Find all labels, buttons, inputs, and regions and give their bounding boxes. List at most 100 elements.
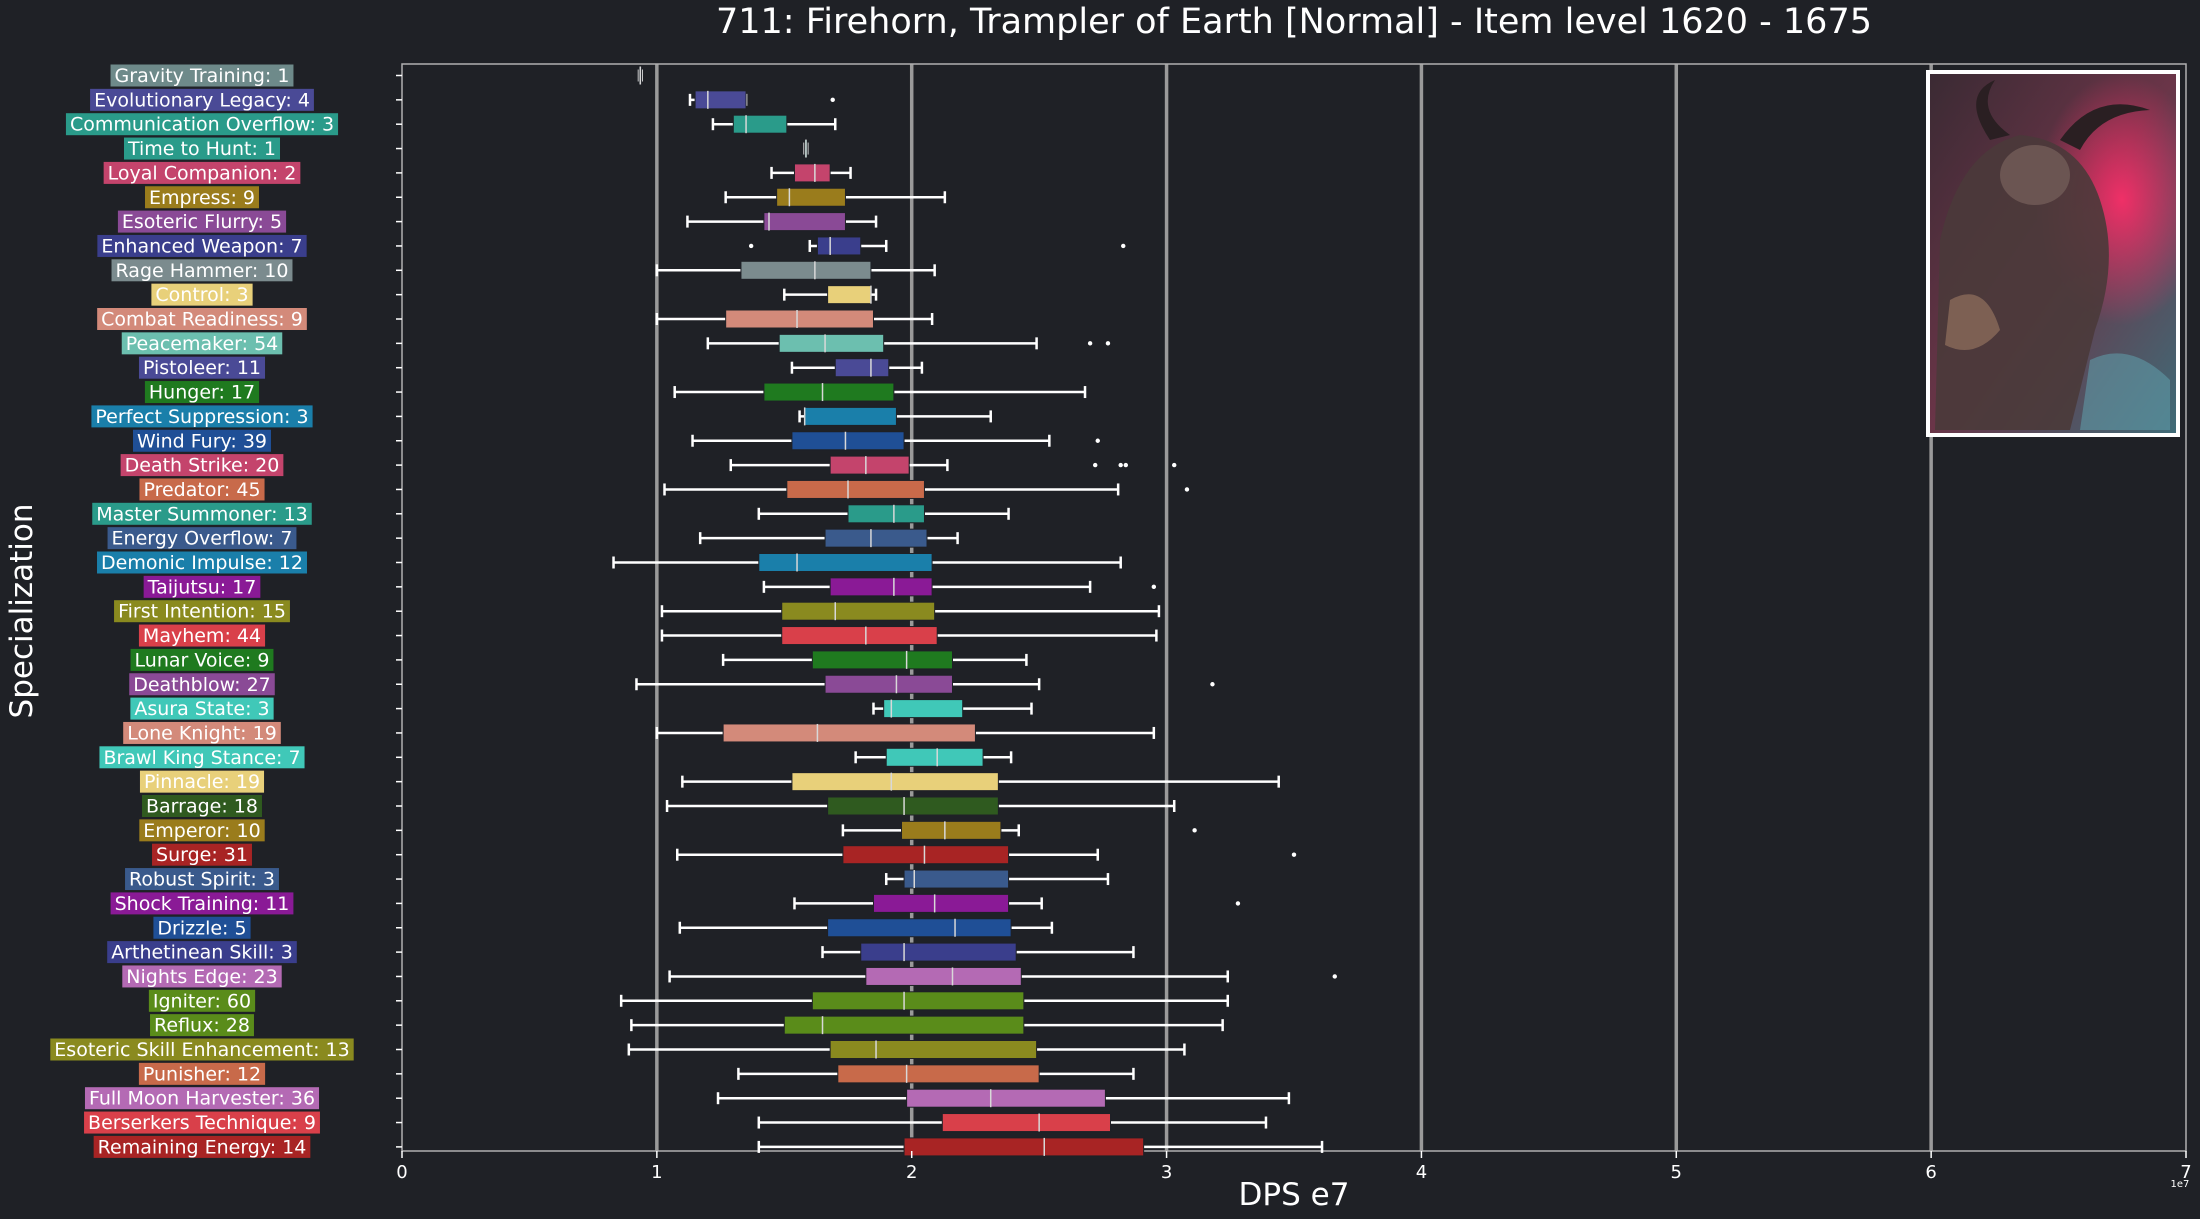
category-label-bg [110, 892, 294, 915]
category-label: Lone Knight: 19 [123, 721, 281, 744]
iqr-box [811, 991, 1025, 1011]
outlier-point [1095, 438, 1100, 443]
iqr-box [903, 869, 1010, 889]
category-label-bg [132, 429, 272, 452]
iqr-box [885, 747, 984, 767]
outlier-point [1087, 341, 1093, 346]
category-label-bg [130, 648, 274, 671]
box-item [762, 577, 1157, 597]
box-item [612, 553, 1122, 572]
category-label-text: Punisher: 12 [143, 1063, 261, 1085]
box-item [698, 528, 959, 548]
iqr-box [793, 163, 831, 183]
category-label-text: Reflux: 28 [154, 1015, 250, 1037]
category-label-text: Time to Hunt: 1 [127, 138, 276, 160]
box-item [757, 504, 1010, 524]
category-label-text: Perfect Suppression: 3 [95, 406, 308, 428]
iqr-box [827, 285, 872, 305]
iqr-box [837, 1064, 1040, 1084]
box-item [783, 285, 878, 305]
x-tick-label: 3 [1161, 1162, 1172, 1183]
outlier-point [1210, 682, 1215, 687]
category-label-bg [120, 454, 284, 477]
outlier-point [1121, 243, 1126, 249]
box-item [688, 90, 835, 110]
iqr-box [811, 650, 953, 670]
category-label-text: Predator: 45 [143, 479, 260, 501]
box-item [675, 845, 1297, 865]
category-label-bg [139, 478, 265, 501]
outlier-point [1235, 901, 1241, 906]
category-label-bg [123, 721, 281, 744]
iqr-box [824, 528, 928, 548]
outlier-point [1192, 828, 1197, 833]
category-label-bg [138, 1062, 266, 1085]
iqr-box [781, 626, 938, 646]
iqr-box [941, 1113, 1112, 1133]
iqr-box [740, 260, 872, 280]
category-label-bg [110, 64, 294, 87]
category-label-bg [143, 575, 261, 598]
iqr-box [860, 942, 1017, 962]
outlier-point [748, 243, 754, 249]
category-label-bg [50, 1038, 354, 1061]
category-label: Communication Overflow: 3 [65, 113, 339, 136]
category-label-bg [142, 795, 262, 817]
outlier-point [1291, 852, 1297, 857]
outlier-point [830, 97, 835, 103]
box-item [803, 139, 809, 159]
iqr-box [694, 90, 747, 110]
category-label: Remaining Energy: 14 [93, 1135, 311, 1158]
category-label: First Intention: 15 [114, 600, 290, 623]
box-item [729, 455, 1177, 475]
x-tick-label: 5 [1671, 1162, 1682, 1183]
iqr-box [827, 918, 1012, 938]
category-label-text: First Intention: 15 [118, 601, 286, 623]
box-item [770, 163, 852, 183]
iqr-box [732, 114, 788, 134]
category-label-text: Pistoleer: 11 [143, 357, 261, 379]
category-label-text: Combat Readiness: 9 [101, 309, 303, 331]
category-label-bg [139, 819, 265, 842]
category-label: Shock Training: 11 [110, 892, 294, 915]
category-label: Full Moon Harvester: 36 [84, 1087, 320, 1110]
box-item [637, 66, 643, 85]
box-item [757, 1113, 1268, 1133]
category-label-text: Demonic Impulse: 12 [101, 552, 303, 574]
x-axis-scale-note: 1e7 [2171, 1179, 2190, 1190]
category-label-bg [99, 746, 305, 769]
category-label: Time to Hunt: 1 [123, 137, 281, 160]
box-item [663, 479, 1190, 499]
category-label: Death Strike: 20 [120, 454, 284, 477]
iqr-box [722, 723, 976, 743]
category-label: Pistoleer: 11 [138, 356, 266, 379]
category-label: Mayhem: 44 [138, 624, 266, 647]
category-label-text: Lone Knight: 19 [127, 722, 277, 744]
category-label-text: Energy Overflow: 7 [112, 528, 293, 550]
x-tick-label: 4 [1416, 1162, 1427, 1183]
category-label: Robust Spirit: 3 [125, 868, 279, 891]
category-label-bg [150, 1014, 254, 1037]
box-item [748, 236, 1126, 256]
category-label-text: Hunger: 17 [149, 382, 255, 404]
category-label-bg [138, 356, 266, 379]
category-label-text: Enhanced Weapon: 7 [101, 235, 302, 257]
category-label-bg [84, 1111, 320, 1134]
category-label-bg [103, 161, 301, 184]
category-label: Loyal Companion: 2 [103, 161, 301, 184]
box-item [660, 601, 1161, 621]
box-item [793, 893, 1241, 913]
box-item [757, 1137, 1324, 1157]
box-item [737, 1064, 1135, 1084]
category-label-text: Shock Training: 11 [115, 893, 290, 915]
category-label: Lunar Voice: 9 [130, 648, 274, 671]
category-label-text: Surge: 31 [156, 844, 248, 866]
outlier-point [1105, 341, 1111, 346]
box-item [821, 942, 1135, 962]
category-label-bg [65, 113, 339, 136]
category-label-bg [91, 405, 313, 428]
y-axis-label: Specialization [4, 504, 40, 719]
box-item [655, 309, 934, 329]
